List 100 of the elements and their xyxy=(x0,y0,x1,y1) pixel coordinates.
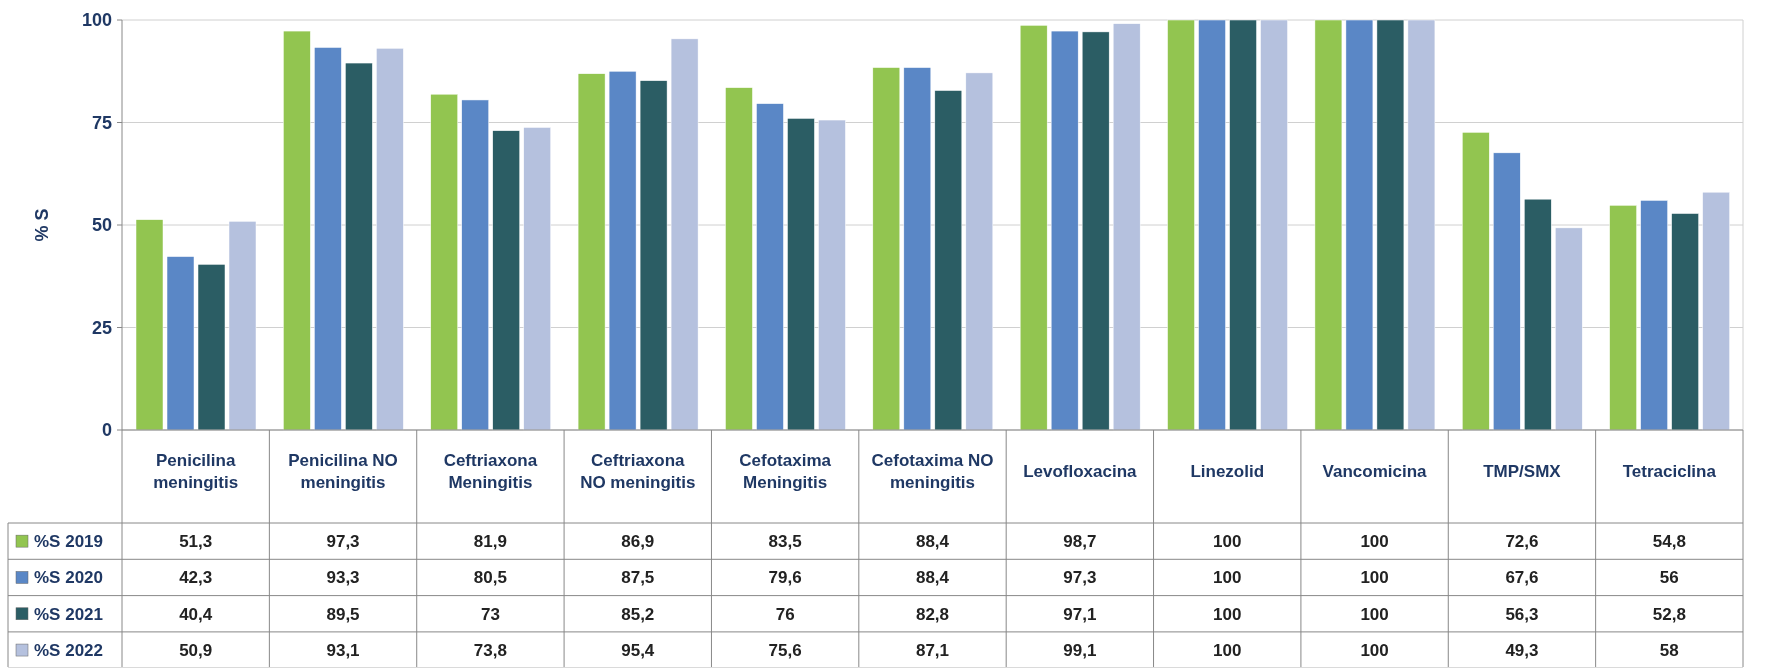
bar xyxy=(1081,31,1110,431)
bar xyxy=(1702,191,1730,431)
bar xyxy=(1524,198,1552,431)
data-label: 99,1 xyxy=(1063,641,1097,660)
data-label: 51,3 xyxy=(179,532,213,552)
bar xyxy=(523,127,551,431)
bar xyxy=(725,87,753,431)
bar xyxy=(756,103,784,431)
data-label: 100 xyxy=(1360,532,1389,552)
data-label: 93,1 xyxy=(326,641,360,660)
bar xyxy=(1112,23,1141,431)
bar xyxy=(1671,213,1699,431)
data-label: 100 xyxy=(1360,568,1389,588)
bar xyxy=(345,62,373,431)
data-label: 88,4 xyxy=(915,532,950,552)
bar xyxy=(1640,200,1668,431)
bar xyxy=(872,67,901,431)
x-tick-label: Levofloxacina xyxy=(1023,461,1138,481)
bar xyxy=(376,48,404,431)
data-label: 89,5 xyxy=(326,604,360,624)
x-tick-label: Penicilina meningitis xyxy=(153,450,239,492)
y-tick-label: 0 xyxy=(101,420,112,441)
data-label: 54,8 xyxy=(1652,532,1686,552)
data-label: 52,8 xyxy=(1652,604,1686,624)
bar xyxy=(818,119,846,431)
data-label: 87,5 xyxy=(621,568,655,588)
legend-label: %S 2020 xyxy=(34,568,103,588)
bar xyxy=(1493,152,1521,431)
bar xyxy=(639,80,668,431)
data-label: 73,8 xyxy=(473,641,507,660)
legend-label: %S 2022 xyxy=(34,641,103,660)
x-tick-label: Linezolid xyxy=(1190,461,1265,481)
x-tick-label: Tetraciclina xyxy=(1622,461,1717,481)
bar xyxy=(1345,19,1374,431)
data-label: 86,9 xyxy=(621,532,655,552)
data-label: 97,1 xyxy=(1063,604,1097,624)
data-label: 72,6 xyxy=(1505,532,1539,552)
bar xyxy=(1462,132,1490,431)
bar xyxy=(903,67,932,431)
bar xyxy=(1050,30,1079,431)
bar xyxy=(1019,25,1048,431)
y-tick-label: 100 xyxy=(81,10,112,31)
bar xyxy=(1260,19,1288,431)
bar xyxy=(166,256,195,431)
x-tick-label: Ceftriaxona NO meningitis xyxy=(580,450,696,492)
data-label: 83,5 xyxy=(768,532,802,552)
data-label: 98,7 xyxy=(1063,532,1097,552)
bar xyxy=(934,90,963,431)
y-tick-label: 25 xyxy=(91,317,112,338)
data-label: 93,3 xyxy=(326,568,360,588)
data-label: 95,4 xyxy=(621,641,655,660)
bar xyxy=(1229,19,1257,431)
y-axis-title: % S xyxy=(32,208,52,242)
bar xyxy=(430,93,458,431)
data-label: 42,3 xyxy=(179,568,213,588)
y-tick-label: 50 xyxy=(91,215,112,236)
data-label: 100 xyxy=(1213,568,1242,588)
bar xyxy=(1167,19,1195,431)
bar xyxy=(670,38,699,431)
x-tick-label: Ceftriaxona Meningitis xyxy=(443,450,538,492)
data-label: 56 xyxy=(1659,568,1679,588)
data-label: 76 xyxy=(775,604,795,624)
bar xyxy=(1376,19,1405,431)
x-tick-label: Penicilina NO meningitis xyxy=(288,450,398,492)
data-label: 100 xyxy=(1213,532,1242,552)
data-label: 40,4 xyxy=(179,604,213,624)
bar xyxy=(1609,205,1637,431)
bar xyxy=(461,99,489,431)
bar xyxy=(228,221,257,431)
x-tick-label: TMP/SMX xyxy=(1483,461,1562,481)
data-label: 81,9 xyxy=(473,532,507,552)
data-label: 75,6 xyxy=(768,641,802,660)
data-label: 88,4 xyxy=(915,568,950,588)
y-tick-label: 75 xyxy=(91,112,112,133)
data-label: 67,6 xyxy=(1505,568,1539,588)
data-label: 50,9 xyxy=(179,641,213,660)
data-label: 82,8 xyxy=(915,604,950,624)
bar xyxy=(1555,227,1583,431)
bar xyxy=(197,264,226,431)
data-label: 79,6 xyxy=(768,568,802,588)
bar xyxy=(1314,19,1343,431)
data-label: 100 xyxy=(1360,641,1389,660)
bar xyxy=(135,219,164,431)
x-tick-label: Cefotaxima NO meningitis xyxy=(871,450,994,492)
data-label: 58 xyxy=(1659,641,1679,660)
data-label: 85,2 xyxy=(621,604,655,624)
data-label: 49,3 xyxy=(1505,641,1539,660)
data-label: 80,5 xyxy=(473,568,507,588)
bar xyxy=(283,30,311,431)
bar xyxy=(1407,19,1436,431)
x-tick-label: Vancomicina xyxy=(1322,461,1428,481)
bar xyxy=(314,47,342,431)
x-tick-label: Cefotaxima Meningitis xyxy=(739,450,832,492)
bar xyxy=(787,118,815,431)
data-label: 97,3 xyxy=(326,532,360,552)
data-label: 100 xyxy=(1213,604,1242,624)
bar xyxy=(965,72,994,431)
legend-label: %S 2019 xyxy=(34,532,103,552)
data-label: 56,3 xyxy=(1505,604,1539,624)
data-label: 87,1 xyxy=(915,641,950,660)
